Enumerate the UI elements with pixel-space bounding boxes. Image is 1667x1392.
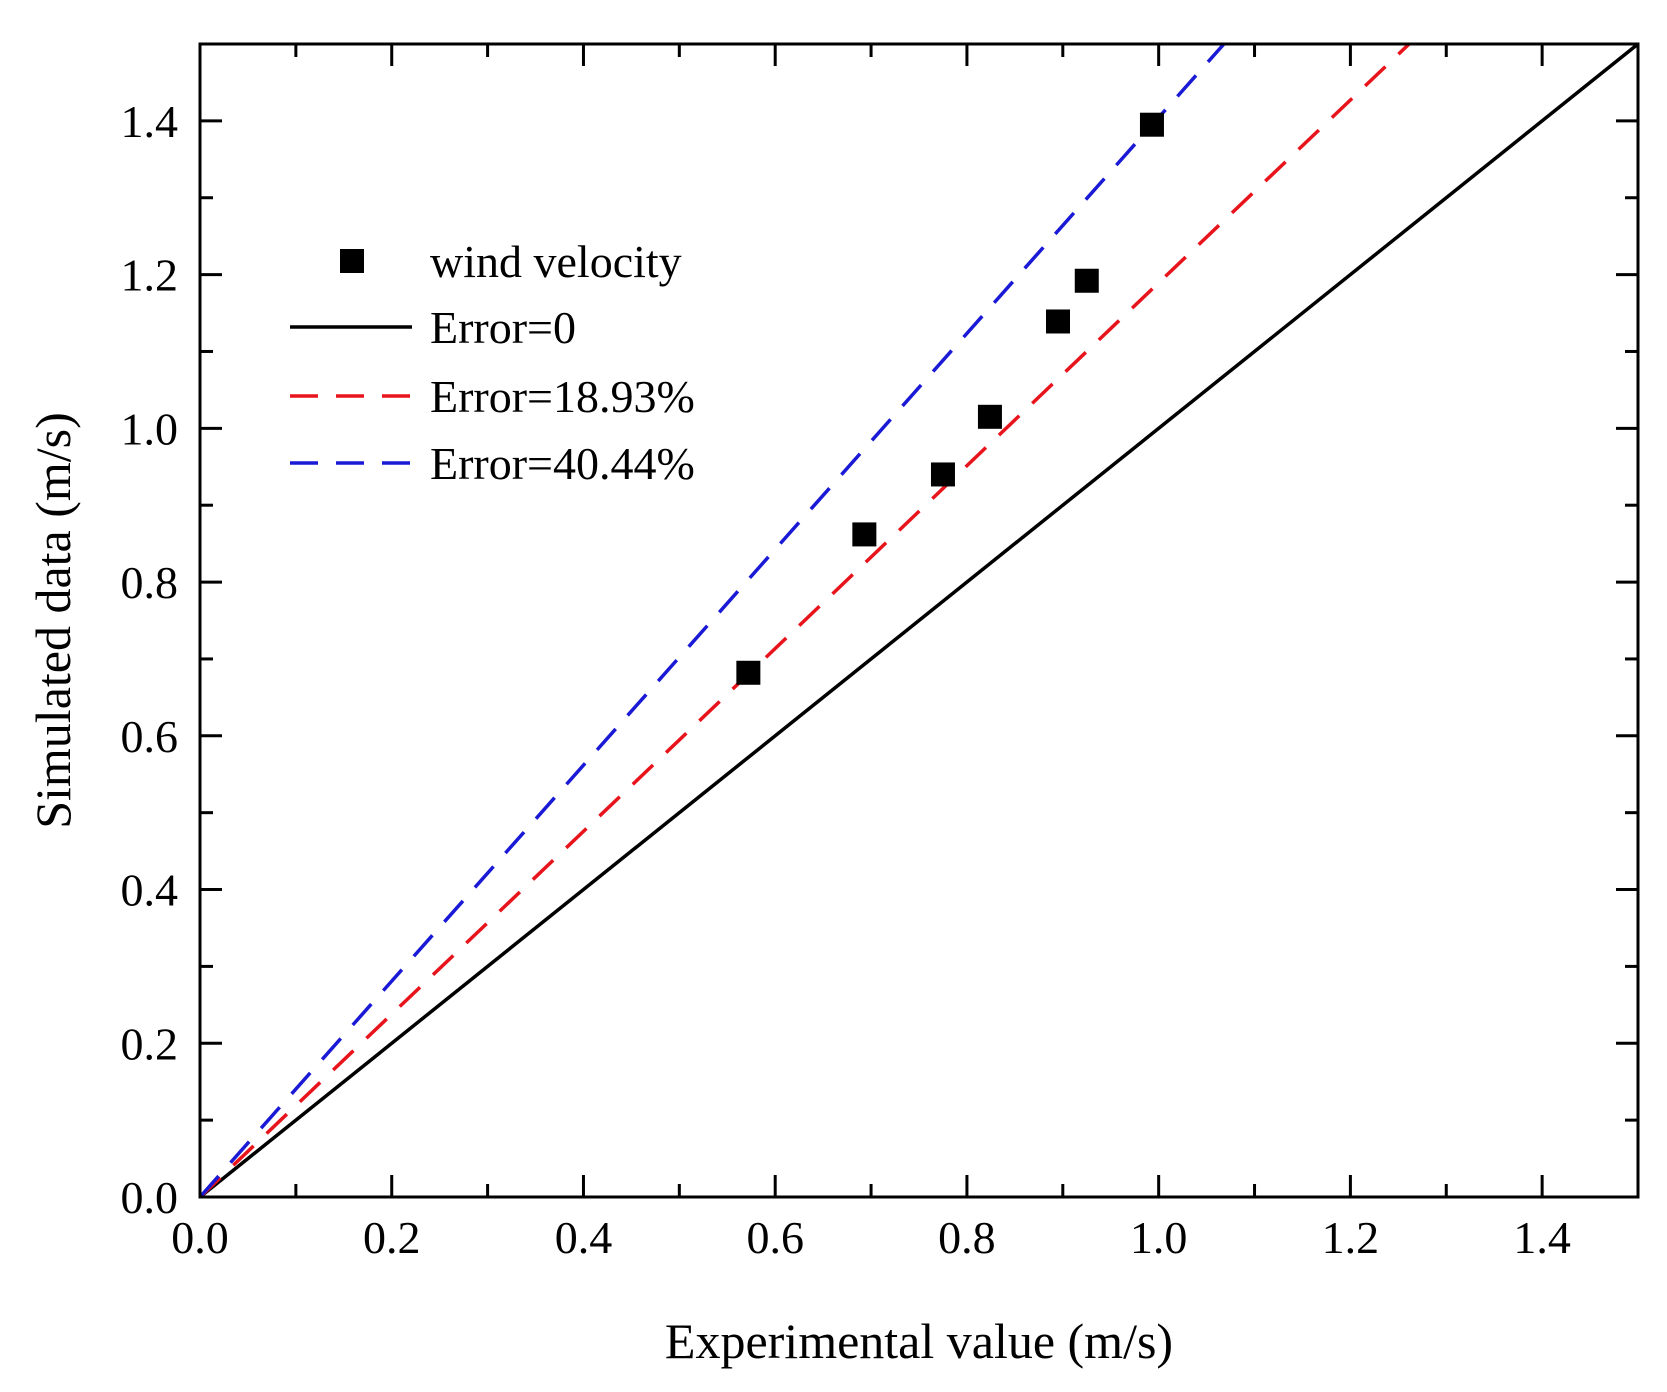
data-point-6 (1074, 268, 1099, 293)
data-point-1 (736, 660, 761, 685)
legend: wind velocity Error=0 Error=18.93% Error=40… (290, 236, 695, 489)
x-tick-label: 1.4 (1513, 1212, 1571, 1263)
y-tick-labels: 0.0 0.2 0.4 0.6 0.8 1.0 1.2 1.4 (121, 96, 179, 1223)
x-tick-label: 0.8 (938, 1212, 996, 1263)
data-point-7 (1139, 112, 1164, 137)
y-tick-label: 0.0 (121, 1172, 179, 1223)
y-tick-label: 0.8 (121, 557, 179, 608)
data-point-5 (1046, 309, 1071, 334)
legend-entry-label: Error=18.93% (430, 371, 695, 422)
plot-frame (198, 42, 1640, 1199)
y-tick-label: 1.0 (121, 403, 179, 454)
legend-entry-label: wind velocity (430, 236, 682, 287)
data-point-3 (930, 462, 955, 487)
y-tick-label: 1.2 (121, 250, 179, 301)
x-tick-label: 0.6 (746, 1212, 804, 1263)
y-axis-title: Simulated data (m/s) (25, 412, 81, 829)
data-point-4 (977, 404, 1002, 429)
x-tick-label: 0.0 (171, 1212, 229, 1263)
plot-lines (198, 42, 1640, 1199)
y-tick-label: 1.4 (121, 96, 179, 147)
x-tick-label: 1.2 (1322, 1212, 1380, 1263)
legend-marker-square (340, 249, 364, 273)
data-point-2 (852, 522, 877, 547)
y-tick-label: 0.2 (121, 1018, 179, 1069)
x-axis-title: Experimental value (m/s) (665, 1313, 1173, 1369)
series-line-3 (198, 42, 1226, 1199)
series-line-2 (198, 42, 1411, 1199)
y-tick-label: 0.4 (121, 865, 179, 916)
legend-entry-label: Error=0 (430, 302, 576, 353)
y-tick-label: 0.6 (121, 711, 179, 762)
x-tick-label: 1.0 (1130, 1212, 1188, 1263)
x-tick-labels: 0.0 0.2 0.4 0.6 0.8 1.0 1.2 1.4 (171, 1212, 1571, 1263)
x-tick-label: 0.4 (555, 1212, 613, 1263)
series-line-1 (198, 42, 1640, 1199)
legend-entry-label: Error=40.44% (430, 438, 695, 489)
scatter-points (736, 112, 1164, 685)
x-tick-label: 0.2 (363, 1212, 421, 1263)
axis-ticks (198, 42, 1640, 1199)
